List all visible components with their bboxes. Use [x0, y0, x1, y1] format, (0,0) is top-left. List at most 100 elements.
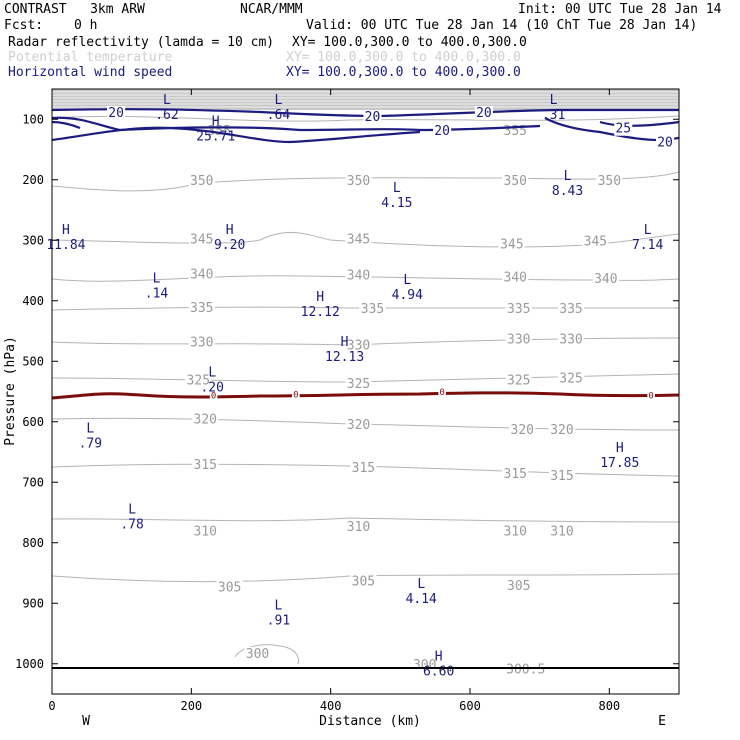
theta-label-330-bg [345, 338, 372, 353]
plot-frame [51, 88, 680, 695]
theta-label-325: 325 [507, 373, 530, 388]
theta-label-305: 305 [507, 579, 530, 594]
field-wind-name: Horizontal wind speed [8, 65, 173, 80]
extremum-value: .78 [120, 518, 143, 533]
reflectivity-label-0-bg [647, 391, 655, 402]
x-tick-label: 800 [598, 699, 620, 713]
theta-label-350-bg [345, 173, 372, 188]
theta-label-350: 350 [598, 174, 621, 189]
wind-label-20-bg [363, 110, 382, 125]
reflectivity-label-0: 0 [211, 392, 216, 402]
theta-label-325: 325 [559, 372, 582, 387]
theta-label-330: 330 [190, 335, 213, 350]
y-tick-label: 500 [22, 354, 44, 368]
dense-theta-band [52, 89, 679, 110]
theta-label-300-bg [244, 646, 271, 661]
extremum-value: .62 [155, 108, 178, 123]
theta-label-335: 335 [559, 302, 582, 317]
wind-label-20: 20 [365, 110, 381, 125]
reflectivity-label-0-bg [438, 388, 446, 399]
x-tick-label: 0 [48, 699, 55, 713]
extremum-L-marker: L [86, 422, 94, 437]
theta-label-315: 315 [194, 458, 217, 473]
extremum-value: 4.15 [381, 196, 412, 211]
theta-label-350: 350 [190, 174, 213, 189]
extremum-value: 12.12 [301, 305, 340, 320]
theta-label-315: 315 [352, 461, 375, 476]
y-axis-title: Pressure (hPa) [3, 336, 18, 446]
theta-label-310: 310 [194, 525, 217, 540]
extremum-L-marker: L [275, 598, 283, 613]
theta-label-340: 340 [594, 272, 617, 287]
field-theta-name: Potential temperature [8, 50, 173, 65]
reflectivity-label-0-bg [209, 391, 218, 402]
init-time: Init: 00 UTC Tue 28 Jan 14 [518, 2, 722, 17]
theta-label-340: 340 [190, 268, 213, 283]
theta-label-325: 325 [187, 373, 210, 388]
theta-label-325-bg [505, 373, 532, 388]
extremum-L-marker: L [208, 365, 216, 380]
theta-label-335-bg [359, 302, 386, 317]
theta-label-345-bg [345, 232, 372, 247]
theta-label-345-bg [498, 237, 525, 252]
extremum-value: 11.84 [46, 238, 85, 253]
extremum-value: 9.20 [214, 238, 245, 253]
theta-label-320: 320 [550, 423, 573, 438]
extremum-L-marker: L [550, 93, 558, 108]
theta-contour-305 [51, 573, 680, 583]
wind-label-20: 20 [657, 136, 673, 151]
y-tick-label: 100 [22, 112, 44, 126]
y-tick-label: 300 [22, 233, 44, 247]
theta-contour-355 [51, 115, 680, 122]
theta-label-300: 300.5 [506, 663, 545, 678]
west-label: W [82, 714, 90, 729]
y-tick-label: 600 [22, 415, 44, 429]
extremum-L-marker: L [275, 93, 283, 108]
theta-label-320: 320 [194, 413, 217, 428]
theta-label-310: 310 [347, 520, 370, 535]
extremum-H-marker: H [341, 335, 349, 350]
wind-label-25: 25 [615, 122, 631, 137]
extremum-L-marker: L [564, 169, 572, 184]
extremum-value: 4.94 [392, 288, 423, 303]
extremum-H-marker: H [212, 114, 220, 129]
reflectivity-contour-0 [51, 391, 680, 400]
field-theta-xy: XY= 100.0,300.0 to 400.0,300.0 [286, 50, 521, 65]
theta-label-340-bg [188, 267, 215, 282]
theta-label-310-bg [345, 519, 372, 534]
x-tick-label: 600 [459, 699, 481, 713]
theta-label-315-bg [350, 461, 377, 476]
wind-contour-25-right [599, 120, 680, 127]
theta-label-315-bg [502, 467, 529, 482]
theta-label-305: 305 [218, 580, 241, 595]
extremum-L-marker: L [163, 93, 171, 108]
theta-label-325-bg [557, 371, 585, 386]
theta-label-345-bg [582, 234, 609, 249]
extremum-value: .79 [79, 437, 102, 452]
theta-label-320-bg [192, 412, 219, 427]
theta-label-350-bg [188, 173, 215, 188]
valid-time: Valid: 00 UTC Tue 28 Jan 14 (10 ChT Tue … [306, 18, 698, 33]
wind-label-20-bg [656, 135, 675, 150]
theta-label-350-bg [596, 173, 623, 188]
theta-label-335-bg [188, 300, 215, 315]
theta-label-340: 340 [347, 269, 370, 284]
theta-label-320: 320 [347, 418, 370, 433]
theta-label-350-bg [502, 173, 529, 188]
wind-contour-labels: 20 20 20 20 20 25 [107, 105, 675, 151]
extremum-H-marker: H [226, 223, 234, 238]
theta-label-305-bg [505, 579, 532, 594]
reflectivity-contour-labels: 0 0 0 0 [209, 388, 655, 402]
extremum-value: 8.43 [552, 184, 583, 199]
theta-label-315: 315 [550, 469, 573, 484]
theta-label-350: 350 [504, 174, 527, 189]
extremum-H-marker: H [435, 650, 443, 665]
extremum-L-marker: L [403, 273, 411, 288]
theta-contour-340 [51, 275, 680, 282]
east-label: E [658, 714, 666, 729]
extremum-value: 25.71 [196, 129, 235, 144]
wind-label-20: 20 [108, 106, 124, 121]
theta-label-315-bg [192, 458, 219, 473]
